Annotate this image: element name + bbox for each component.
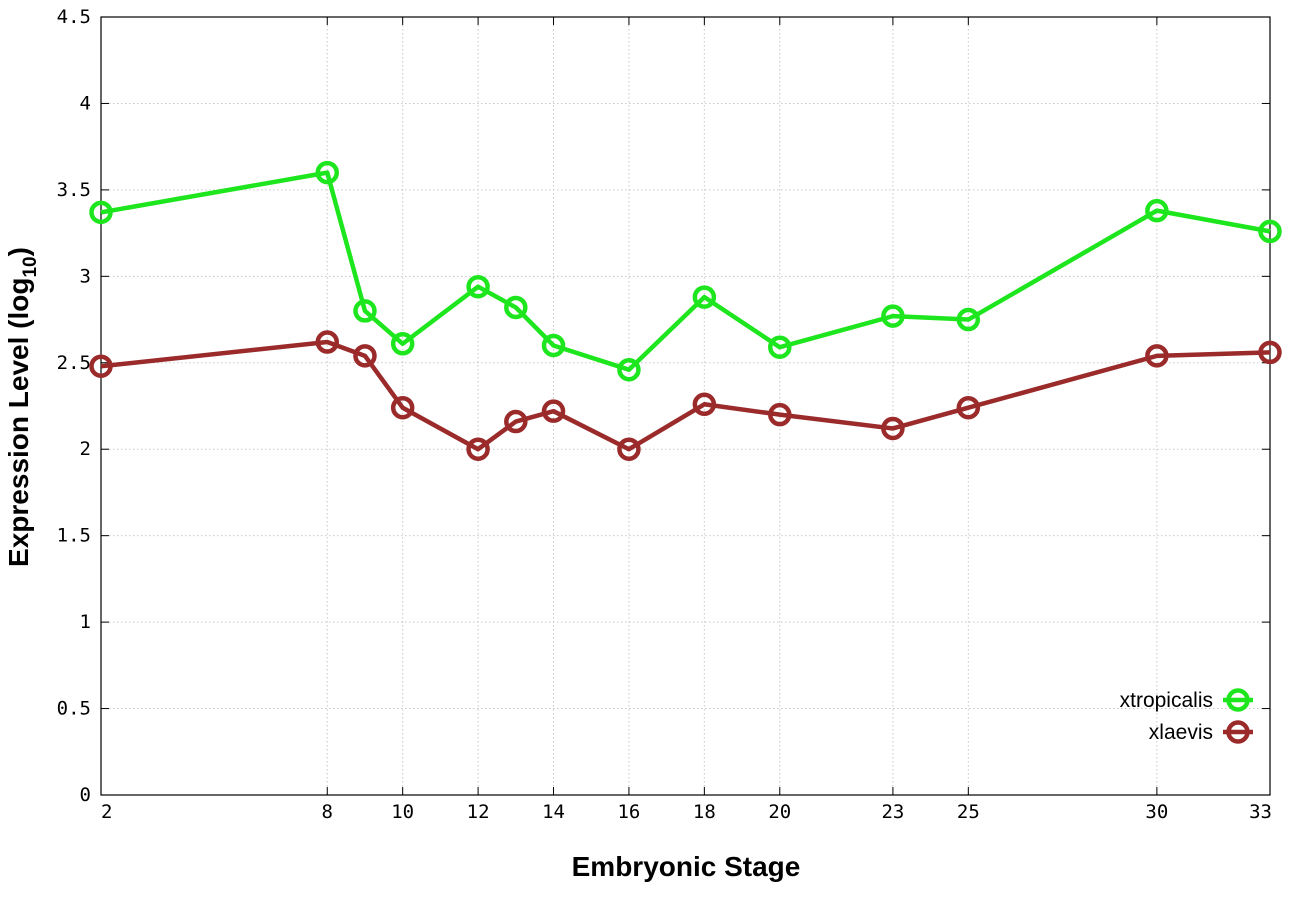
data-point [353,299,377,323]
y-tick-label: 1.5 [57,525,91,547]
x-tick-label: 18 [693,801,716,823]
data-point [89,200,113,225]
x-tick-label: 25 [957,801,980,823]
data-point [1258,219,1282,244]
data-point [466,274,490,299]
series-line [100,339,1271,452]
series-xtropicalis [89,160,1282,382]
x-tick-label: 12 [467,801,490,823]
x-tick-label: 16 [617,801,640,823]
y-tick-label: 2 [80,438,91,460]
legend-swatch-marker [1226,688,1250,712]
data-point [1258,340,1282,365]
y-tick-label: 0.5 [57,698,91,720]
data-point [390,395,415,420]
x-tick-label: 14 [542,801,565,823]
data-point [541,399,566,423]
x-tick-label: 8 [322,801,333,823]
x-axis-title: Embryonic Stage [572,851,801,882]
data-point [315,330,340,354]
legend-item-xlaevis: xlaevis [1149,720,1253,744]
y-axis-title: Expression Level (log10) [3,247,41,567]
y-tick-label: 3 [80,265,91,287]
data-point [881,416,905,441]
data-point [692,392,717,417]
data-point [768,335,792,359]
plot-frame [100,16,1271,796]
data-point [466,437,490,461]
data-point [1145,344,1169,368]
y-tick-label: 3.5 [57,179,91,201]
x-tick-label: 10 [391,801,414,823]
legend-label: xtropicalis [1120,689,1213,712]
data-point [692,285,717,309]
data-point [541,333,566,358]
x-tick-label: 33 [1249,801,1272,823]
data-point [504,295,528,320]
legend: xtropicalis xlaevis [1120,688,1253,744]
y-axis-title-subscript: 10 [20,256,41,277]
data-point [881,304,905,328]
y-axis-title-close: ) [3,247,34,256]
series-line [100,170,1271,372]
x-tick-label: 2 [101,801,112,823]
data-point [1145,198,1169,223]
data-point [315,160,340,185]
axis-ticks: 0 0.5 1 1.5 2 2.5 3 3.5 4 4.5 2 8 10 12 14 16 18 20 23 25 30… [57,6,1272,823]
x-tick-label: 30 [1145,801,1168,823]
y-tick-label: 2.5 [57,352,91,374]
data-point [390,332,415,356]
legend-item-xtropicalis: xtropicalis [1120,688,1253,712]
y-tick-label: 4.5 [57,6,91,28]
y-tick-label: 0 [80,784,91,806]
data-point [956,395,981,420]
data-point [617,437,641,461]
series-xlaevis [89,330,1282,461]
legend-label: xlaevis [1149,721,1213,744]
y-tick-label: 4 [80,92,91,114]
data-point [89,354,113,378]
y-tick-label: 1 [80,611,91,633]
data-point [504,409,528,434]
data-point [768,402,792,427]
x-tick-label: 20 [768,801,791,823]
data-point [956,307,981,332]
data-point [617,357,641,382]
y-axis-title-main: Expression Level (log [3,278,34,567]
legend-swatch-marker [1226,720,1250,744]
data-point [353,344,377,368]
grid-lines [101,17,1270,795]
x-tick-label: 23 [881,801,904,823]
series-layer [89,160,1282,461]
